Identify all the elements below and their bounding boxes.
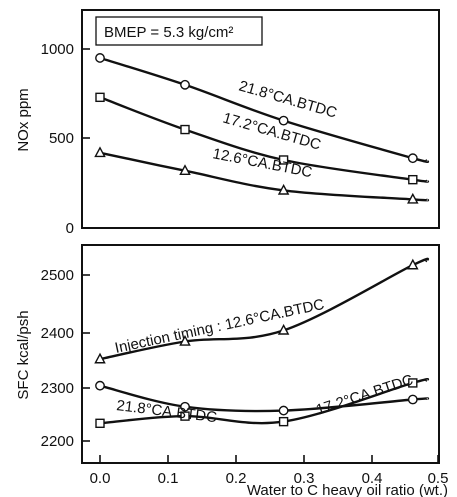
nox-data-point-square — [95, 92, 105, 103]
nox-data-point-triangle — [94, 146, 106, 158]
bmep-annotation: BMEP = 5.3 kg/cm² — [95, 16, 263, 46]
x-tick-label: 0.3 — [294, 470, 315, 487]
nox-y-tick-label: 0 — [66, 220, 74, 237]
sfc-data-point-triangle — [407, 258, 419, 270]
nox-series-label-21-8: 21.8°CA.BTDC — [237, 78, 339, 122]
nox-y-axis: 0 500 1000 — [41, 41, 90, 237]
sfc-y-tick-label: 2500 — [41, 267, 74, 284]
sfc-data-point-circle — [407, 394, 418, 405]
sfc-data-point-square — [278, 416, 289, 427]
nox-data-point-circle — [95, 53, 105, 63]
nox-series-line-0 — [99, 56, 430, 163]
sfc-data-point-triangle — [277, 323, 290, 335]
sfc-series-layer — [94, 257, 430, 429]
nox-data-point-triangle — [407, 192, 419, 204]
nox-y-tick-label: 500 — [49, 130, 74, 147]
nox-series-label-12-6: 12.6°CA.BTDC — [211, 145, 314, 181]
sfc-series-label-17-2: 17.2°CA.BTDC — [314, 371, 415, 418]
sfc-data-point-circle — [180, 401, 190, 412]
nox-y-axis-label: NOx ppm — [15, 88, 32, 151]
sfc-data-point-triangle — [179, 334, 191, 346]
nox-data-point-triangle — [277, 183, 290, 195]
sfc-x-axis: 0.0 0.1 0.2 0.3 0.4 0.5 — [90, 455, 449, 487]
sfc-data-point-triangle — [94, 352, 106, 364]
nox-data-point-triangle — [179, 164, 191, 176]
sfc-data-point-circle — [95, 380, 105, 391]
x-tick-label: 0.5 — [428, 470, 449, 487]
nox-data-point-square — [180, 124, 190, 135]
nox-panel: 0 500 1000 NOx ppm BMEP = 5.3 kg/cm² 21.… — [15, 9, 440, 237]
sfc-y-tick-label: 2200 — [41, 433, 74, 450]
nox-data-point-circle — [407, 153, 418, 164]
nox-data-point-circle — [278, 115, 289, 126]
x-tick-label: 0.1 — [158, 470, 179, 487]
sfc-panel: 2200 2300 2400 2500 0.0 0.1 0.2 0.3 0.4 … — [15, 244, 449, 497]
nox-plot-frame — [81, 9, 440, 229]
bmep-annotation-box — [95, 16, 263, 46]
sfc-data-point-square — [95, 418, 105, 429]
sfc-y-tick-label: 2400 — [41, 325, 74, 342]
x-tick-label: 0.4 — [362, 470, 383, 487]
sfc-y-axis: 2200 2300 2400 2500 — [41, 267, 90, 450]
sfc-data-point-circle — [278, 405, 289, 416]
sfc-plot-frame — [81, 244, 440, 464]
x-axis-label: Water to C heavy oil ratio (wt.) — [247, 482, 448, 497]
nox-data-point-circle — [180, 79, 190, 90]
nox-data-point-square — [278, 155, 289, 165]
sfc-y-tick-label: 2300 — [41, 380, 74, 397]
sfc-series-label-21-8: 21.8°CA.BTDC — [116, 397, 219, 426]
nox-series-layer — [94, 53, 430, 204]
nox-data-point-square — [408, 174, 418, 185]
x-tick-label: 0.2 — [226, 470, 247, 487]
sfc-y-axis-label: SFC kcal/psh — [15, 310, 32, 399]
x-tick-label: 0.0 — [90, 470, 111, 487]
nox-y-tick-label: 1000 — [41, 41, 74, 58]
bmep-annotation-text: BMEP = 5.3 kg/cm² — [104, 24, 233, 41]
sfc-data-point-square — [180, 411, 190, 421]
sfc-data-point-square — [408, 378, 418, 388]
